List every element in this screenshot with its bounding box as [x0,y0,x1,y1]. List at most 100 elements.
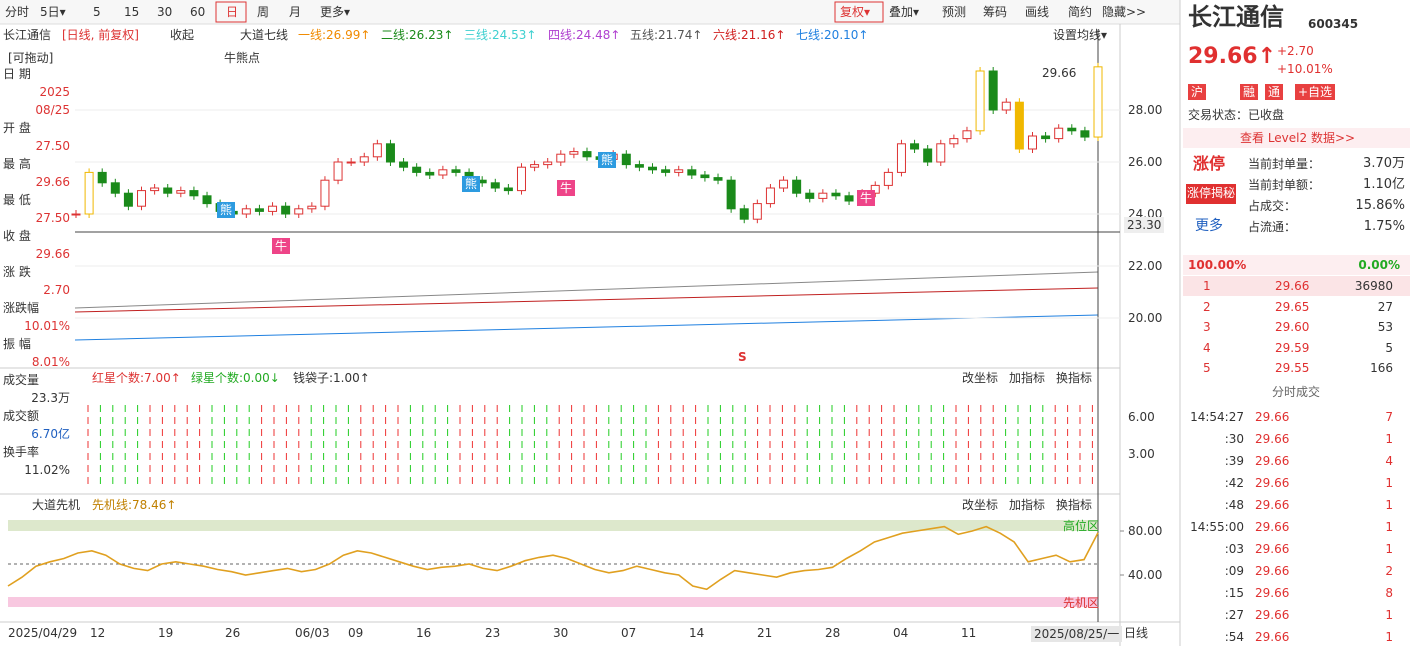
label[interactable]: 加指标 [1009,371,1046,385]
badge: 沪 [1188,84,1207,100]
label: 14:54:27 [1190,410,1244,424]
label[interactable]: 加指标 [1009,498,1046,512]
label: 29.66 [35,247,70,261]
candle [1027,135,1037,150]
period-button[interactable]: 日 [226,5,239,19]
period-button[interactable]: 周 [257,5,270,19]
date-label: 30 [553,626,569,640]
label: 40.00 [1128,568,1163,582]
label: 29.59 [1275,340,1310,355]
period-button[interactable]: 5日▾ [40,5,66,19]
signal-marker: 熊 [217,202,236,218]
candle [818,192,828,199]
label[interactable]: 改坐标 [962,498,999,512]
tool-button[interactable]: 预测 [942,5,967,19]
period-button[interactable]: 分时 [5,5,30,19]
label: 5 [1385,340,1393,355]
label: 5 [1203,361,1211,375]
period-button[interactable]: 60 [190,5,206,19]
label[interactable]: 查看 Level2 数据>> [1240,131,1356,145]
candle [844,195,854,202]
label: +2.70 [1277,44,1314,58]
badge[interactable]: +自选 [1295,84,1336,100]
date-label: 19 [158,626,174,640]
ma-label: 五线:21.74↑ [630,28,703,42]
label: 交易状态：已收盘 [1188,108,1285,122]
label: :54 [1224,630,1244,644]
signal-marker: 熊 [462,176,481,192]
label: :39 [1224,454,1244,468]
candle [503,187,513,192]
candle [346,161,356,164]
date-label: 12 [90,626,106,640]
candle [726,179,736,210]
label: 29.65 [1275,299,1310,314]
period-button[interactable]: 更多▾ [320,5,351,19]
candle [700,174,710,179]
label: 29.66 [1255,520,1290,534]
tool-button[interactable]: 简约 [1068,5,1093,19]
label[interactable]: 换指标 [1056,498,1093,512]
label: 1 [1385,542,1393,556]
ma-label: 二线:26.23↑ [381,28,454,42]
label: 1 [1385,630,1393,644]
candle [621,153,631,166]
tool-button[interactable]: 画线 [1025,5,1050,19]
label: 29.55 [1275,361,1310,375]
stock-name: 长江通信 [3,28,52,42]
label: S [738,350,747,364]
period-button[interactable]: 5 [93,5,101,19]
date-label: 23 [485,626,501,640]
period-button[interactable]: 30 [157,5,173,19]
tool-button[interactable]: 叠加▾ [889,5,920,19]
label: 29.66 [1255,542,1290,556]
candle [412,166,422,173]
badge: 融 [1240,84,1259,100]
candle [150,187,160,192]
label[interactable]: 换指标 [1056,371,1093,385]
candle [268,205,278,212]
candle [582,151,592,158]
candle [661,169,671,173]
candle [530,164,540,168]
label[interactable]: 改坐标 [962,371,999,385]
candle [543,161,553,166]
label: 6.00 [1128,410,1155,424]
tool-button[interactable]: 复权▾ [840,5,871,19]
period-button[interactable]: 月 [289,5,302,19]
label[interactable]: 牛熊点 [224,51,261,65]
candle [923,148,933,163]
tool-button[interactable]: 筹码 [983,5,1008,19]
y-tick-label: 22.00 [1128,259,1163,273]
candle [110,182,120,194]
label: 36980 [1354,279,1393,293]
cross-price: 23.30 [1124,217,1165,233]
label: 3.00 [1128,447,1155,461]
label: [日线, 前复权] [62,28,139,42]
candle [399,161,409,168]
candle [975,70,985,132]
candle [988,70,998,111]
candle [910,143,920,150]
signal-marker: 牛 [857,190,876,206]
tool-button[interactable]: 隐藏>> [1102,5,1147,19]
label: 1 [1385,498,1393,512]
label: 先机区 [1063,596,1100,610]
label[interactable]: 收起 [170,28,195,42]
candle [792,179,802,194]
label: :03 [1224,542,1244,556]
date-label: 28 [825,626,841,640]
candle [805,192,815,199]
label: 红星个数:7.00↑ [92,371,181,385]
label: 166 [1370,361,1393,375]
label: 当前封单量： [1248,157,1321,171]
y-tick-label: 26.00 [1128,155,1163,169]
period-button[interactable]: 15 [124,5,140,19]
label: 开 盘 [3,121,31,135]
signal-marker: 牛 [272,238,291,254]
date-label: 11 [961,626,977,640]
label[interactable]: 设置均线▾ [1053,28,1108,42]
label[interactable]: 更多 [1195,218,1223,234]
label: 8 [1385,586,1393,600]
label: 29.66 [1255,630,1290,644]
